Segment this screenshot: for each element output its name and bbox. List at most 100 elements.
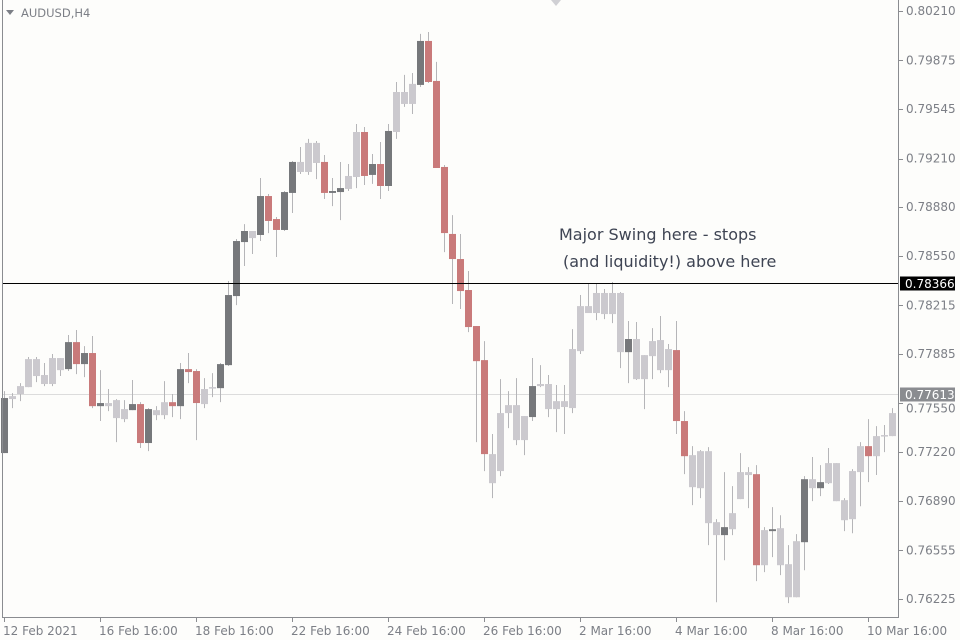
candle: [1, 391, 8, 454]
price-tick-label: 0.80210: [906, 4, 956, 18]
candle: [345, 164, 352, 192]
candle-body: [849, 471, 856, 520]
candle-body: [409, 83, 416, 104]
candle: [41, 363, 48, 387]
candle: [497, 379, 504, 477]
candle: [385, 124, 392, 192]
candle: [809, 457, 816, 502]
price-tick-label: 0.76555: [906, 543, 956, 557]
candle-body: [593, 292, 600, 314]
candle-body: [865, 446, 872, 457]
candle-body: [481, 360, 488, 455]
candle: [857, 442, 864, 507]
candle: [153, 406, 160, 421]
candle: [17, 383, 24, 402]
candle: [777, 515, 784, 576]
candle-body: [233, 241, 240, 297]
candle-body: [249, 231, 256, 239]
candle: [697, 450, 704, 499]
candle-body: [337, 188, 344, 193]
candle: [553, 385, 560, 433]
time-tick-label: 10 Mar 16:00: [867, 624, 947, 638]
candle: [505, 391, 512, 429]
candle: [473, 326, 480, 443]
candle: [641, 355, 648, 410]
candle: [233, 238, 240, 306]
candle: [121, 400, 128, 423]
candle-body: [505, 405, 512, 414]
candle: [657, 315, 664, 374]
candle-body: [641, 355, 648, 380]
candle: [825, 448, 832, 485]
candle: [761, 527, 768, 573]
candle: [449, 215, 456, 305]
price-tick-label: 0.77885: [906, 347, 956, 361]
candle: [81, 346, 88, 378]
candle: [569, 329, 576, 414]
candle-body: [121, 409, 128, 420]
candle: [529, 358, 536, 422]
candle: [417, 33, 424, 87]
candle-body: [465, 290, 472, 328]
candle: [265, 193, 272, 234]
candle-body: [225, 295, 232, 366]
candle: [489, 434, 496, 499]
candle-body: [305, 142, 312, 172]
current-price-badge-label: 0.77613: [905, 388, 955, 402]
candle-body: [217, 364, 224, 389]
candle: [89, 336, 96, 409]
candle: [329, 178, 336, 207]
candle-body: [417, 40, 424, 85]
candle-body: [777, 528, 784, 566]
candle-body: [57, 358, 64, 371]
candle-body: [585, 306, 592, 314]
candle-body: [9, 396, 16, 400]
candle-body: [321, 161, 328, 193]
time-tick-label: 18 Feb 16:00: [195, 624, 274, 638]
candle-body: [241, 231, 248, 243]
candle: [705, 447, 712, 546]
candle-body: [665, 349, 672, 371]
candle-body: [369, 164, 376, 175]
candle: [817, 465, 824, 497]
candle-body: [393, 92, 400, 132]
candle: [593, 283, 600, 321]
candle: [129, 380, 136, 411]
candle: [25, 357, 32, 388]
time-tick-label: 8 Mar 16:00: [771, 624, 844, 638]
candle-body: [489, 454, 496, 484]
candle-body: [113, 400, 120, 419]
candle-body: [825, 463, 832, 484]
price-tick-label: 0.79875: [906, 53, 956, 67]
candle: [33, 357, 40, 383]
symbol-menu-dropdown-icon[interactable]: [6, 10, 14, 15]
candle: [793, 534, 800, 598]
time-axis: 12 Feb 2021 16 Feb 16:00 18 Feb 16:00 22 Fe…: [3, 618, 947, 638]
chart-shift-marker-icon[interactable]: [551, 0, 561, 6]
candle-body: [105, 403, 112, 407]
candle: [9, 393, 16, 409]
candle-body: [817, 482, 824, 489]
candle: [305, 138, 312, 175]
candle-body: [553, 401, 560, 410]
candle: [617, 292, 624, 369]
candle: [681, 411, 688, 475]
price-tick-label: 0.79210: [906, 152, 956, 166]
candle: [361, 126, 368, 185]
candle-body: [873, 436, 880, 457]
candle-body: [361, 131, 368, 176]
candle-body: [857, 446, 864, 473]
candle-body: [761, 530, 768, 566]
candle-body: [457, 259, 464, 292]
time-tick-label: 16 Feb 16:00: [99, 624, 178, 638]
candle: [625, 321, 632, 384]
time-tick-label: 26 Feb 16:00: [483, 624, 562, 638]
candle-body: [785, 564, 792, 598]
candle-body: [377, 164, 384, 186]
candle-body: [161, 402, 168, 416]
candle: [137, 402, 144, 449]
candle-body: [833, 463, 840, 502]
price-tick-label: 0.78550: [906, 249, 956, 263]
candle: [433, 61, 440, 168]
